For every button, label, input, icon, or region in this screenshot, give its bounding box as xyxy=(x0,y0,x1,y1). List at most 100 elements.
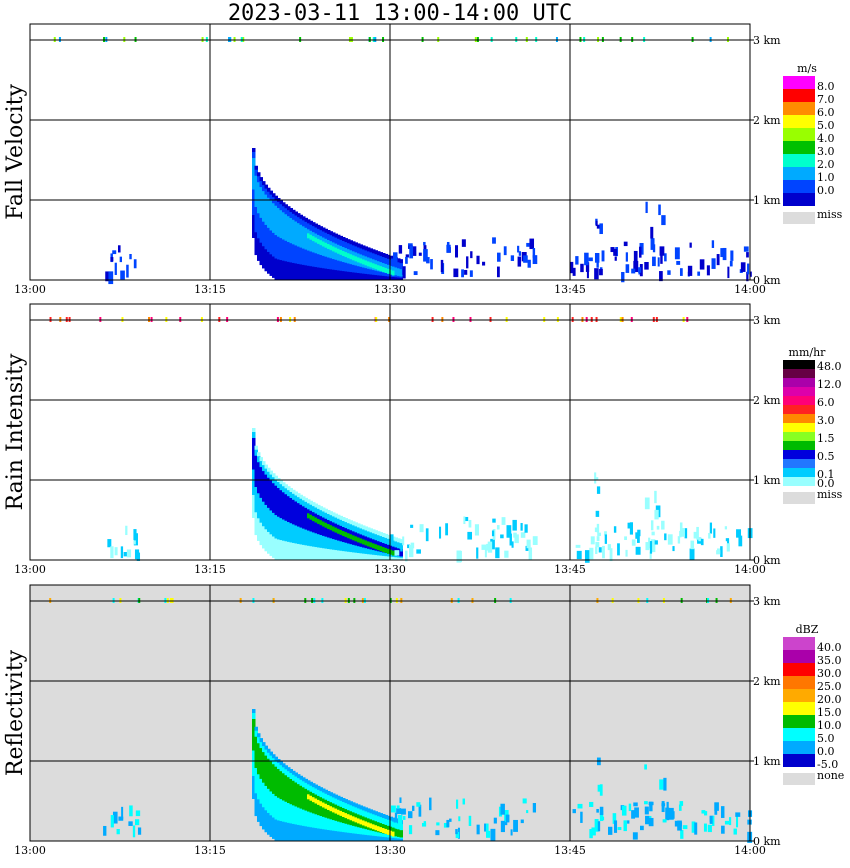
echo-cell xyxy=(297,223,301,247)
echo-cell xyxy=(664,533,667,541)
echo-cell xyxy=(344,813,348,819)
echo-cell xyxy=(738,535,743,547)
echo-cell xyxy=(119,256,123,263)
echo-cell xyxy=(501,517,506,525)
echo-cell xyxy=(354,256,358,262)
echo-cell xyxy=(322,521,326,527)
echo-cell xyxy=(125,525,128,536)
echo-cell xyxy=(512,519,517,531)
echo-cell xyxy=(105,271,109,282)
colorbar-label: 12.0 xyxy=(817,378,842,391)
echo-cell xyxy=(319,801,323,807)
echo-cell xyxy=(650,520,654,531)
echo-cell xyxy=(595,253,599,259)
echo-cell xyxy=(259,467,263,498)
echo-cell xyxy=(506,525,512,538)
echo-cell xyxy=(601,250,605,262)
echo-cell xyxy=(352,255,356,261)
echo-cell xyxy=(267,197,271,228)
echo-cell xyxy=(495,547,500,559)
echo-cell xyxy=(657,257,660,267)
echo-cell xyxy=(667,270,671,275)
echo-cell xyxy=(394,828,398,837)
echo-cell xyxy=(449,818,452,822)
echo-cell xyxy=(367,541,371,547)
echo-cell xyxy=(724,526,728,530)
colorbar-label: 8.0 xyxy=(817,80,835,93)
echo-cell xyxy=(590,536,595,545)
colorbar-label: 0.1 xyxy=(817,468,835,481)
echo-cell xyxy=(289,498,293,524)
echo-cell xyxy=(463,516,466,525)
echo-cell xyxy=(652,256,656,267)
echo-cell xyxy=(514,534,519,544)
echo-cell xyxy=(623,241,628,247)
echo-cell xyxy=(309,230,313,252)
echo-cell xyxy=(407,544,411,549)
echo-cell xyxy=(409,245,414,259)
echo-cell xyxy=(372,263,376,269)
echo-cell xyxy=(720,806,725,818)
echo-cell xyxy=(322,517,326,536)
echo-cell xyxy=(352,535,356,541)
colorbar-label: 10.0 xyxy=(817,719,842,732)
echo-cell xyxy=(659,779,664,790)
echo-cell xyxy=(384,267,388,273)
echo-cell xyxy=(623,820,627,832)
echo-cell xyxy=(357,818,361,824)
echo-cell xyxy=(644,806,649,815)
echo-cell xyxy=(484,823,488,832)
echo-cell xyxy=(292,499,296,525)
echo-cell xyxy=(294,221,298,246)
echo-cell xyxy=(722,247,727,261)
echo-cell xyxy=(367,822,371,828)
echo-cell xyxy=(362,259,366,265)
echo-cell xyxy=(599,810,604,822)
echo-cell xyxy=(413,271,418,276)
echo-cell xyxy=(274,766,278,797)
echo-cell xyxy=(299,785,303,809)
echo-cell xyxy=(421,822,427,827)
echo-cell xyxy=(332,246,336,252)
echo-cell xyxy=(728,817,732,826)
echo-cell xyxy=(307,513,311,519)
echo-cell xyxy=(110,815,114,828)
echo-cell xyxy=(664,253,667,262)
echo-cell xyxy=(287,496,291,523)
echo-cell xyxy=(304,227,308,250)
plot-frame xyxy=(29,303,751,561)
echo-cell xyxy=(712,815,715,826)
echo-cell xyxy=(706,265,710,276)
echo-cell xyxy=(504,822,508,826)
echo-cell xyxy=(339,249,343,255)
echo-cell xyxy=(690,540,695,550)
echo-cell xyxy=(282,492,286,520)
echo-cell xyxy=(503,246,507,256)
echo-cell xyxy=(649,541,653,554)
echo-cell xyxy=(465,516,469,522)
echo-cell xyxy=(384,547,388,553)
echo-cell xyxy=(658,204,661,216)
echo-cell xyxy=(708,533,711,539)
echo-cell xyxy=(400,808,406,815)
echo-cell xyxy=(309,234,313,240)
echo-cell xyxy=(513,819,518,832)
echo-cell xyxy=(309,510,313,532)
colorbar-swatch xyxy=(783,180,815,193)
echo-cell xyxy=(665,807,670,821)
colorbar-label: 3.0 xyxy=(817,145,835,158)
colorbar-label: 48.0 xyxy=(817,360,842,373)
echo-cell xyxy=(337,809,341,815)
echo-cell xyxy=(648,817,654,827)
echo-cell xyxy=(485,823,489,834)
echo-cell xyxy=(317,238,321,244)
echo-cell xyxy=(672,546,675,552)
echo-cell xyxy=(599,223,603,235)
height-tick-label: 0 km xyxy=(753,835,781,848)
echo-cell xyxy=(272,483,276,513)
colorbar-miss-swatch xyxy=(783,492,815,504)
echo-cell xyxy=(736,816,739,828)
colorbar-swatch xyxy=(783,141,815,154)
height-tick-label: 2 km xyxy=(753,114,781,127)
echo-cell xyxy=(496,525,500,530)
